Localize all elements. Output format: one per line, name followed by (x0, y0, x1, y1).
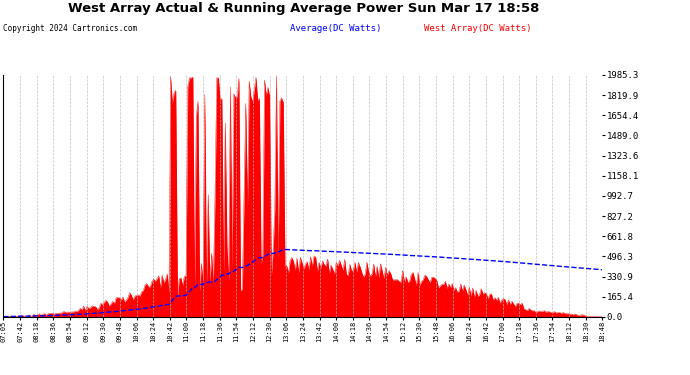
Text: West Array Actual & Running Average Power Sun Mar 17 18:58: West Array Actual & Running Average Powe… (68, 2, 540, 15)
Text: Average(DC Watts): Average(DC Watts) (290, 24, 381, 33)
Text: West Array(DC Watts): West Array(DC Watts) (424, 24, 532, 33)
Text: Copyright 2024 Cartronics.com: Copyright 2024 Cartronics.com (3, 24, 137, 33)
